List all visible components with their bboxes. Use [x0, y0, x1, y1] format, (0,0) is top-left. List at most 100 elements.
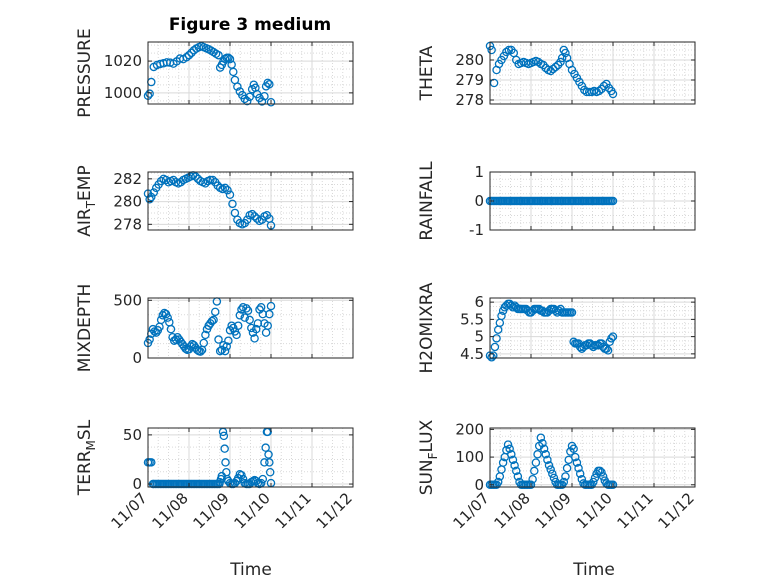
data-point: [531, 458, 541, 467]
data-point: [191, 172, 200, 181]
y-axis-label: MIXDEPTH: [75, 284, 95, 373]
data-point: [541, 450, 551, 459]
data-point: [528, 474, 537, 484]
data-point: [245, 315, 254, 325]
axes-box: [147, 427, 354, 488]
data-point: [265, 80, 274, 89]
data-point: [257, 97, 267, 106]
data-point: [559, 477, 569, 487]
data-point: [221, 458, 230, 467]
data-point: [265, 467, 275, 477]
x-tick-label: 11/12: [313, 489, 356, 532]
data-point: [233, 82, 242, 91]
data-point: [574, 463, 583, 473]
data-point: [492, 334, 501, 343]
y-axis-label: H2OMIXRA: [417, 282, 437, 373]
subplot-4: -1 0 1 RAINFALL: [417, 161, 696, 241]
data-point: [229, 67, 238, 77]
data-point: [201, 330, 210, 340]
y-tick-label: 0: [132, 475, 142, 493]
y-tick-label: 6: [474, 293, 484, 311]
data-point: [261, 443, 270, 452]
y-tick-label: 50: [123, 426, 142, 444]
data-point: [551, 62, 560, 72]
data-point: [228, 199, 237, 209]
y-axis-label: THETA: [417, 45, 437, 101]
data-point: [182, 53, 191, 62]
data-point: [237, 470, 246, 480]
axes-box: [147, 171, 354, 231]
data-point: [536, 433, 546, 442]
data-point: [166, 324, 176, 334]
data-point: [264, 450, 273, 459]
y-tick-label: 278: [455, 91, 484, 109]
data-point: [571, 452, 580, 462]
data-point: [530, 466, 539, 476]
y-tick-label: 279: [455, 71, 484, 89]
y-tick-label: 0: [474, 476, 484, 494]
data-point: [225, 54, 235, 64]
data-point: [242, 215, 252, 225]
data-point: [149, 188, 158, 197]
data-point: [260, 91, 269, 101]
x-tick-label: 11/10: [573, 489, 616, 532]
data-point: [196, 347, 205, 356]
data-point: [548, 469, 557, 478]
x-tick-label: 11/08: [149, 489, 192, 532]
data-point: [199, 338, 209, 348]
data-point: [258, 474, 268, 484]
data-point: [265, 309, 274, 319]
data-point: [590, 473, 600, 483]
data-point: [539, 444, 549, 454]
data-point: [510, 461, 519, 470]
data-point: [505, 444, 514, 454]
data-point: [224, 336, 233, 345]
x-tick-label: 11/09: [532, 489, 575, 532]
y-tick-label: 5.5: [460, 310, 484, 328]
subplot-1: 1000 1020 PRESSURE: [75, 28, 354, 118]
x-tick-label: 11/08: [491, 489, 534, 532]
data-point: [597, 468, 606, 477]
data-point: [251, 324, 261, 334]
x-tick-label: 11/10: [231, 489, 274, 532]
data-point: [497, 311, 506, 321]
data-point: [240, 94, 250, 104]
data-point: [222, 342, 231, 351]
y-tick-label: 4.5: [460, 345, 484, 363]
y-tick-label: 0: [474, 192, 484, 210]
data-point: [223, 185, 232, 195]
y-tick-label: 1: [474, 163, 484, 181]
data-point: [599, 81, 609, 91]
axes-box: [489, 297, 696, 359]
data-point: [561, 472, 570, 481]
data-point: [526, 480, 536, 490]
data-point: [266, 301, 276, 311]
x-tick-label: 11/07: [108, 489, 151, 532]
axes-box: [147, 297, 354, 359]
data-point: [206, 175, 215, 185]
data-point: [224, 53, 233, 62]
data-point: [265, 458, 274, 467]
data-point: [487, 45, 496, 55]
data-point: [580, 85, 589, 95]
x-tick-label: 11/07: [450, 489, 493, 532]
data-point: [260, 458, 269, 467]
figure-title: Figure 3 medium: [169, 15, 331, 35]
data-point: [538, 438, 547, 448]
data-point: [543, 455, 552, 465]
data-point: [608, 332, 618, 341]
y-tick-label: 280: [113, 193, 142, 211]
data-point: [242, 304, 251, 313]
data-point: [245, 92, 254, 102]
x-tick-label: 11/11: [272, 489, 315, 532]
data-point: [598, 472, 608, 481]
data-point: [163, 313, 172, 322]
subplot-2: 278 279 280 THETA: [417, 41, 696, 109]
data-point: [145, 335, 154, 344]
data-point: [498, 458, 508, 467]
data-point: [556, 57, 565, 67]
y-axis-label: AIRTEMP: [75, 165, 98, 236]
y-tick-label: 280: [455, 51, 484, 69]
